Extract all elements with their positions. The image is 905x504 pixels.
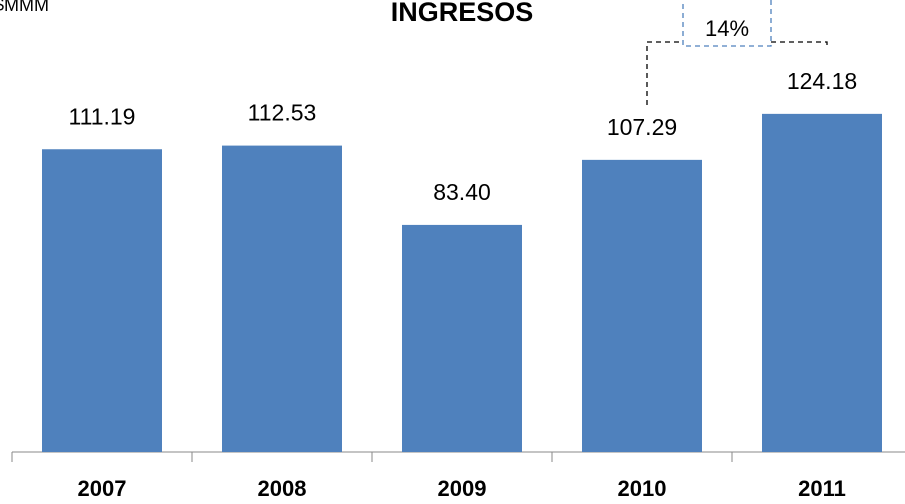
x-tick-label: 2011 [798,476,846,501]
bar [762,113,882,452]
value-label: 83.40 [433,179,491,205]
bracket-left [646,41,683,105]
bar [222,145,342,452]
value-label: 107.29 [607,114,677,140]
x-tick-label: 2009 [438,476,487,501]
x-tick-label: 2008 [258,476,307,501]
value-label: 111.19 [69,103,136,129]
value-label: 124.18 [787,68,857,94]
bar [402,224,522,452]
bar [42,149,162,452]
bracket-right [771,41,828,48]
annotation: 14% [705,16,749,41]
bar [582,159,702,452]
growth-bracket [646,0,828,105]
bracket-box [682,0,772,47]
unit-label: $MMM [0,0,49,15]
chart-title: INGRESOS [391,0,534,27]
x-tick-label: 2007 [78,476,127,501]
x-tick-label: 2010 [618,476,667,501]
value-label: 112.53 [248,100,317,126]
